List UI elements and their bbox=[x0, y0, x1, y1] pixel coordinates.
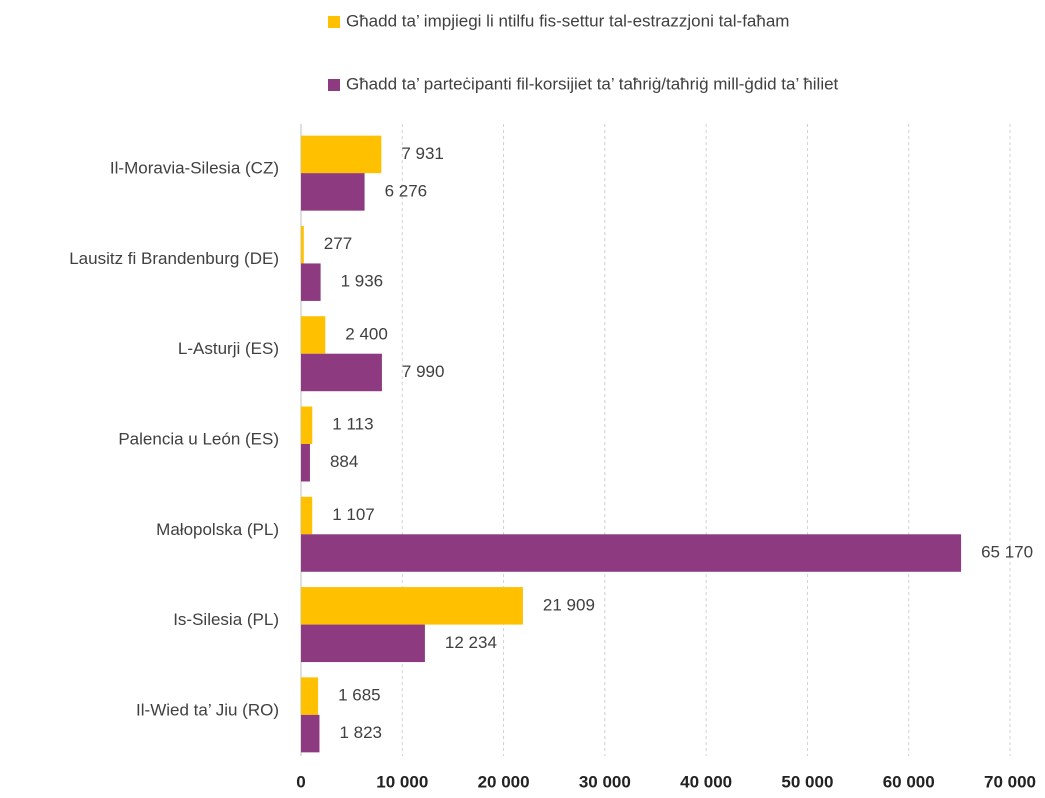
value-label: 1 936 bbox=[341, 272, 384, 291]
legend-swatch bbox=[328, 16, 340, 28]
value-label: 2 400 bbox=[345, 324, 388, 343]
y-tick-label: Palencia u León (ES) bbox=[118, 429, 279, 448]
bar bbox=[301, 587, 523, 625]
x-tick-label: 70 000 bbox=[984, 772, 1036, 791]
x-tick-label: 40 000 bbox=[680, 772, 732, 791]
y-tick-label: Małopolska (PL) bbox=[156, 520, 279, 539]
bar bbox=[301, 624, 425, 663]
bar bbox=[301, 316, 326, 354]
value-label: 21 909 bbox=[543, 595, 595, 614]
legend-label: Għadd ta’ impjiegi li ntilfu fis-settur … bbox=[346, 11, 789, 30]
x-tick-label: 30 000 bbox=[579, 772, 631, 791]
value-label: 6 276 bbox=[385, 181, 428, 200]
value-label: 884 bbox=[330, 452, 358, 471]
y-tick-label: Lausitz fi Brandenburg (DE) bbox=[69, 249, 279, 268]
x-tick-label: 10 000 bbox=[376, 772, 428, 791]
bar bbox=[301, 677, 319, 715]
value-label: 1 685 bbox=[338, 686, 381, 705]
bar bbox=[301, 173, 365, 211]
y-tick-label: Il-Moravia-Silesia (CZ) bbox=[110, 159, 279, 178]
x-tick-label: 50 000 bbox=[781, 772, 833, 791]
value-label: 7 990 bbox=[402, 362, 445, 381]
x-tick-label: 60 000 bbox=[883, 772, 935, 791]
value-label: 1 823 bbox=[339, 723, 382, 742]
legend-swatch bbox=[328, 79, 340, 91]
y-tick-label: Il-Wied ta’ Jiu (RO) bbox=[136, 700, 279, 719]
value-label: 1 113 bbox=[332, 415, 373, 434]
x-tick-label: 0 bbox=[296, 772, 305, 791]
y-tick-label: Is-Silesia (PL) bbox=[173, 610, 279, 629]
value-label: 65 170 bbox=[981, 543, 1033, 562]
value-label: 1 107 bbox=[332, 505, 375, 524]
x-tick-label: 20 000 bbox=[478, 772, 530, 791]
bar bbox=[301, 496, 313, 535]
legend-label: Għadd ta’ parteċipanti fil-korsijiet ta’… bbox=[346, 74, 839, 93]
value-label: 12 234 bbox=[445, 633, 497, 652]
bar bbox=[301, 353, 382, 392]
bar bbox=[301, 406, 313, 444]
value-label: 7 931 bbox=[401, 144, 444, 163]
value-label: 277 bbox=[324, 234, 352, 253]
bar bbox=[301, 225, 304, 264]
bar bbox=[301, 444, 310, 482]
bar bbox=[301, 135, 382, 174]
bar bbox=[301, 263, 321, 301]
y-tick-label: L-Asturji (ES) bbox=[178, 339, 279, 358]
bar bbox=[301, 534, 962, 572]
bar bbox=[301, 714, 320, 753]
